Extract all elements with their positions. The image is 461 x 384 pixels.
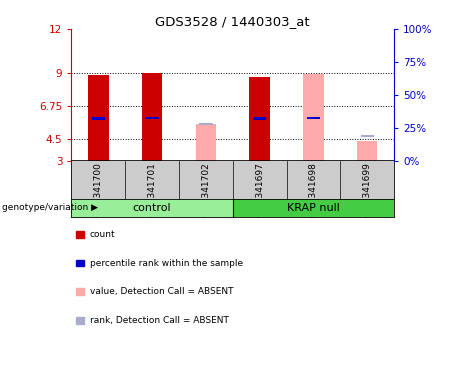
Bar <box>92 118 105 120</box>
Bar <box>195 124 216 161</box>
Bar <box>361 135 374 137</box>
Bar <box>303 74 324 161</box>
Bar <box>199 122 213 125</box>
Text: GSM341700: GSM341700 <box>94 162 103 217</box>
Text: GSM341701: GSM341701 <box>148 162 157 217</box>
Text: control: control <box>133 203 171 213</box>
Text: GSM341699: GSM341699 <box>363 162 372 217</box>
Title: GDS3528 / 1440303_at: GDS3528 / 1440303_at <box>155 15 310 28</box>
Text: GSM341698: GSM341698 <box>309 162 318 217</box>
Bar <box>357 141 378 161</box>
Text: count: count <box>90 230 116 239</box>
Text: GSM341697: GSM341697 <box>255 162 264 217</box>
Bar <box>88 75 109 161</box>
Bar <box>253 118 266 120</box>
Text: GSM341702: GSM341702 <box>201 162 210 217</box>
Text: value, Detection Call = ABSENT: value, Detection Call = ABSENT <box>90 287 233 296</box>
Text: genotype/variation ▶: genotype/variation ▶ <box>2 204 98 212</box>
Bar <box>142 73 162 161</box>
Bar <box>249 76 270 161</box>
Text: percentile rank within the sample: percentile rank within the sample <box>90 258 243 268</box>
Bar <box>71 199 233 217</box>
Text: KRAP null: KRAP null <box>287 203 340 213</box>
Bar <box>146 117 159 119</box>
Bar <box>307 117 320 119</box>
Bar <box>233 199 394 217</box>
Text: rank, Detection Call = ABSENT: rank, Detection Call = ABSENT <box>90 316 229 325</box>
